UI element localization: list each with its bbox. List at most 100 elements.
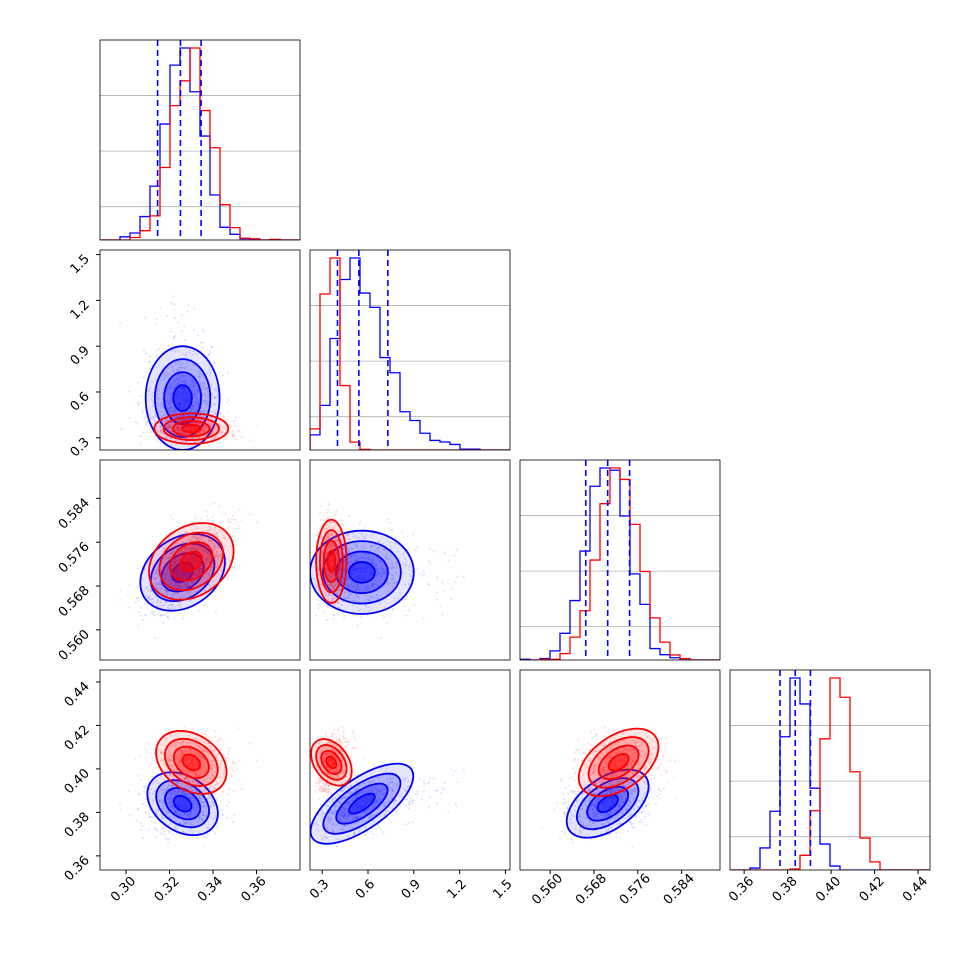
scatter-point <box>142 431 145 434</box>
scatter-point <box>337 578 340 581</box>
scatter-point <box>176 426 179 429</box>
scatter-point <box>201 374 204 377</box>
scatter-point <box>337 575 340 578</box>
scatter-point <box>191 380 194 383</box>
scatter-point <box>182 571 185 574</box>
scatter-point <box>193 544 196 547</box>
scatter-point <box>320 511 323 514</box>
scatter-point <box>192 566 195 569</box>
scatter-point <box>192 576 195 579</box>
scatter-point <box>173 433 176 436</box>
scatter-point <box>367 585 370 588</box>
scatter-point <box>174 561 177 564</box>
scatter-point <box>403 604 406 607</box>
scatter-point <box>189 548 192 551</box>
scatter-point <box>332 586 335 589</box>
scatter-point <box>337 606 340 609</box>
scatter-point <box>179 419 182 422</box>
scatter-point <box>172 592 175 595</box>
scatter-point <box>326 535 329 538</box>
scatter-point <box>191 545 194 548</box>
scatter-point <box>360 589 363 592</box>
scatter-point <box>343 569 346 572</box>
scatter-point <box>171 366 174 369</box>
scatter-point <box>182 572 185 575</box>
scatter-point <box>332 572 335 575</box>
scatter-point <box>170 421 173 424</box>
scatter-point <box>160 587 163 590</box>
scatter-point <box>166 588 169 591</box>
scatter-point <box>363 568 366 571</box>
scatter-point <box>328 574 331 577</box>
scatter-point <box>324 560 327 563</box>
scatter-point <box>347 561 350 564</box>
scatter-point <box>141 411 144 414</box>
scatter-point <box>188 553 191 556</box>
scatter-point <box>326 568 329 571</box>
scatter-point <box>162 604 165 607</box>
scatter-point <box>163 373 166 376</box>
scatter-point <box>173 387 176 390</box>
scatter-point <box>344 614 347 617</box>
scatter-point <box>189 538 192 541</box>
scatter-point <box>181 575 184 578</box>
scatter-point <box>169 330 172 333</box>
scatter-point <box>224 437 227 440</box>
scatter-point <box>367 606 370 609</box>
scatter-point <box>249 439 252 442</box>
scatter-point <box>190 558 193 561</box>
scatter-point <box>196 562 199 565</box>
scatter-point <box>166 425 169 428</box>
scatter-point <box>186 428 189 431</box>
scatter-point <box>182 403 185 406</box>
scatter-point <box>202 549 205 552</box>
scatter-point <box>149 431 152 434</box>
scatter-point <box>151 611 154 614</box>
scatter-point <box>154 583 157 586</box>
scatter-point <box>352 585 355 588</box>
scatter-point <box>210 346 213 349</box>
scatter-point <box>332 586 335 589</box>
scatter-point <box>180 550 183 553</box>
scatter-point <box>172 302 175 305</box>
scatter-point <box>186 585 189 588</box>
scatter-point <box>192 390 195 393</box>
scatter-point <box>170 398 173 401</box>
scatter-point <box>210 422 213 425</box>
scatter-point <box>184 573 187 576</box>
scatter-point <box>208 528 211 531</box>
scatter-point <box>162 547 165 550</box>
scatter-point <box>169 582 172 585</box>
scatter-point <box>176 429 179 432</box>
scatter-point <box>148 360 151 363</box>
scatter-point <box>162 568 165 571</box>
scatter-point <box>210 392 213 395</box>
scatter-point <box>343 560 346 563</box>
scatter-point <box>201 426 204 429</box>
scatter-point <box>372 596 375 599</box>
scatter-point <box>324 518 327 521</box>
scatter-point <box>168 577 171 580</box>
scatter-point <box>319 526 322 529</box>
scatter-point <box>346 546 349 549</box>
scatter-point <box>149 417 152 420</box>
scatter-point <box>216 532 219 535</box>
scatter-point <box>332 563 335 566</box>
scatter-point <box>197 573 200 576</box>
scatter-point <box>183 550 186 553</box>
scatter-point <box>185 531 188 534</box>
scatter-point <box>202 547 205 550</box>
scatter-point <box>204 394 207 397</box>
scatter-point <box>197 560 200 563</box>
scatter-point <box>211 566 214 569</box>
scatter-point <box>179 440 182 443</box>
scatter-point <box>341 523 344 526</box>
scatter-point <box>372 561 375 564</box>
scatter-point <box>159 422 162 425</box>
scatter-point <box>201 410 204 413</box>
scatter-point <box>219 555 222 558</box>
scatter-point <box>223 415 226 418</box>
scatter-point <box>206 409 209 412</box>
scatter-point <box>164 576 167 579</box>
scatter-point <box>200 341 203 344</box>
